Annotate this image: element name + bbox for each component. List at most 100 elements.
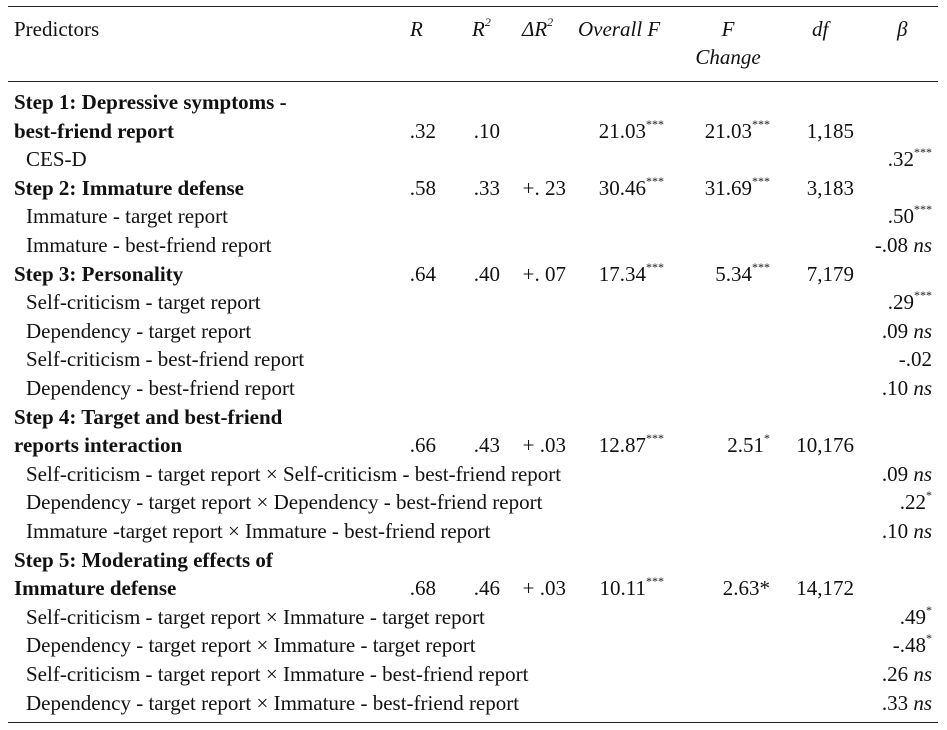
header-delta-r2: ΔR2 (522, 15, 554, 41)
beta: .10 ns (840, 519, 932, 543)
predictor-label: Immature -target report × Immature - bes… (26, 519, 491, 543)
beta-value: .29 (887, 290, 914, 315)
beta-value: .33 (881, 690, 909, 715)
predictor-label: Dependency - target report × Dependency … (26, 490, 543, 515)
beta-value: .50 (887, 204, 914, 229)
header-r2: R2 (472, 15, 491, 41)
header-predictors: Predictors (14, 17, 100, 41)
r2-value: .10 (473, 118, 500, 143)
step-label: best-friend report (14, 118, 174, 143)
f-change: 21.03*** (670, 116, 770, 143)
step-label: Step 3: Personality (14, 261, 184, 286)
overall-f: 17.34*** (560, 259, 664, 286)
overall-f-significance: *** (646, 259, 664, 274)
beta-value: .09 (881, 318, 909, 343)
predictor-label: CES-D (26, 147, 87, 172)
overall-f-value: 10.11 (599, 576, 646, 601)
f-change: 2.51* (670, 431, 770, 458)
overall-f: 21.03*** (560, 116, 664, 143)
beta-significance: * (926, 602, 932, 617)
f-change: 31.69*** (670, 173, 770, 200)
overall-f: 30.46*** (560, 173, 664, 200)
predictor-label: Immature - best-friend report (26, 233, 272, 257)
f-change-value: 2.51 (727, 433, 764, 458)
beta-value: .22 (899, 490, 926, 515)
f-change-value: 5.34 (715, 261, 752, 286)
f-change-significance: *** (752, 116, 770, 131)
overall-f-significance: *** (646, 173, 664, 188)
delta-r2-value: +. 07 (522, 261, 566, 286)
f-change-significance: *** (752, 173, 770, 188)
beta-ns: ns (913, 690, 932, 715)
beta-value: .10 (881, 519, 909, 543)
header-beta: β (897, 17, 908, 41)
f-change-significance: * (764, 431, 770, 446)
beta: -.08 ns (840, 233, 932, 257)
r-value: .58 (409, 175, 436, 200)
header-rule (8, 81, 938, 82)
bottom-rule (8, 722, 938, 723)
f-change: 2.63* (670, 576, 770, 600)
overall-f-value: 21.03 (598, 118, 646, 143)
step-label: reports interaction (14, 433, 183, 458)
delta-r2-value: +. 23 (522, 175, 566, 200)
beta-significance: *** (914, 288, 932, 303)
beta: .10 ns (840, 376, 932, 400)
beta-ns: ns (913, 318, 932, 343)
beta: .22* (840, 488, 932, 515)
delta-r2-value: + .03 (522, 576, 566, 601)
header-r: R (410, 17, 423, 41)
beta: .09 ns (840, 319, 932, 343)
df-value: 3,183 (806, 175, 854, 200)
beta-significance: * (926, 631, 932, 646)
r2-value: .43 (473, 433, 500, 458)
overall-f-significance: *** (646, 116, 664, 131)
step-label: Immature defense (14, 576, 177, 601)
df-value: 10,176 (796, 433, 854, 458)
beta-value: .09 (881, 461, 909, 486)
top-rule (8, 6, 938, 7)
beta-ns: ns (913, 376, 932, 400)
step-label: Step 1: Depressive symptoms - (14, 90, 287, 114)
overall-f-value: 30.46 (598, 175, 646, 200)
beta-significance: *** (914, 145, 932, 160)
beta: .26 ns (840, 662, 932, 686)
f-change-value: 31.69 (704, 175, 752, 200)
beta-value: .10 (881, 376, 909, 400)
df-value: 1,185 (806, 118, 854, 143)
step-label: Step 5: Moderating effects of (14, 547, 273, 572)
beta-value: -.48 (892, 633, 926, 658)
predictor-label: Dependency - target report (26, 318, 252, 343)
beta: -.48* (840, 631, 932, 658)
predictor-label: Dependency - best-friend report (26, 376, 295, 400)
f-change-value: 2.63* (722, 576, 770, 601)
header-overall-f: Overall F (578, 17, 661, 41)
predictor-label: Dependency - target report × Immature - … (26, 690, 520, 715)
header-df: df (812, 17, 829, 41)
predictor-label: Immature - target report (26, 204, 228, 229)
predictor-label: Self-criticism - target report × Immatur… (26, 604, 485, 629)
beta-value: -.08 (874, 233, 909, 257)
r-value: .32 (409, 118, 436, 143)
beta: .09 ns (840, 462, 932, 486)
r2-value: .33 (473, 175, 500, 200)
beta: .49* (840, 602, 932, 629)
step-label: Step 2: Immature defense (14, 175, 244, 200)
overall-f-value: 12.87 (598, 433, 646, 458)
header-f-change-1: F (721, 17, 735, 41)
f-change-value: 21.03 (704, 118, 752, 143)
beta-value: .26 (881, 662, 909, 686)
delta-r2-value: + .03 (522, 433, 566, 458)
df-value: 7,179 (806, 261, 854, 286)
beta-significance: *** (914, 202, 932, 217)
r2-value: .46 (473, 576, 500, 601)
df-value: 14,172 (796, 576, 854, 601)
r-value: .68 (409, 576, 436, 601)
beta: .50*** (840, 202, 932, 229)
beta-significance: * (926, 488, 932, 503)
beta-ns: ns (913, 662, 932, 686)
overall-f-value: 17.34 (598, 261, 646, 286)
r-value: .66 (409, 433, 436, 458)
beta-ns: ns (913, 461, 932, 486)
beta-value: .49 (899, 604, 926, 629)
